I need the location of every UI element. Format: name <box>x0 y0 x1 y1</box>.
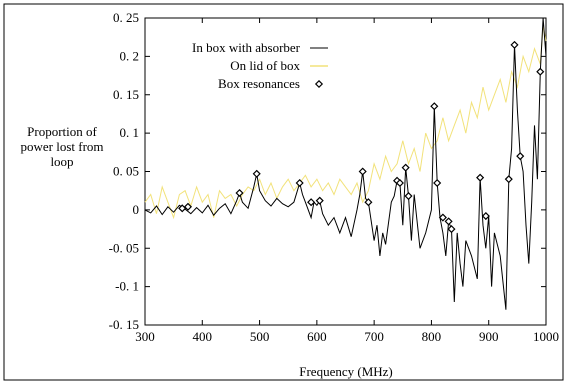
resonance-marker <box>252 169 261 178</box>
resonance-marker <box>516 152 525 161</box>
x-tick-label: 800 <box>422 329 442 344</box>
legend: In box with absorber On lid of box Box res… <box>192 40 328 91</box>
resonance-marker <box>395 178 404 188</box>
y-tick-label: 0. 25 <box>113 10 139 25</box>
resonance-marker <box>358 167 367 176</box>
resonance-marker <box>438 213 447 222</box>
resonance-marker <box>510 40 519 49</box>
y-tick-label: 0. 05 <box>113 164 139 179</box>
y-axis-label-line: Proportion of <box>27 124 97 139</box>
resonance-marker <box>481 211 490 221</box>
resonance-marker <box>183 202 193 211</box>
series-line-absorber <box>144 17 547 310</box>
x-tick-label: 900 <box>479 329 499 344</box>
resonance-marker <box>430 102 439 111</box>
legend-label: On lid of box <box>230 58 300 73</box>
resonance-marker <box>433 178 442 188</box>
y-tick-label: -0. 15 <box>109 317 139 332</box>
y-tick-label: 0. 15 <box>113 87 139 102</box>
resonance-marker <box>295 178 304 188</box>
y-axis-label-line: loop <box>50 154 73 169</box>
x-tick-label: 400 <box>193 329 213 344</box>
x-axis-label: Frequency (MHz) <box>299 364 393 379</box>
x-tick-label: 700 <box>364 329 384 344</box>
legend-swatch-resonance <box>314 79 324 89</box>
resonance-marker <box>476 173 485 182</box>
resonance-marker <box>401 163 410 172</box>
resonance-marker <box>504 175 513 184</box>
x-tick-label: 300 <box>135 329 155 344</box>
x-tick-label: 600 <box>307 329 327 344</box>
resonance-marker <box>404 192 413 201</box>
legend-label: In box with absorber <box>192 40 301 55</box>
y-tick-label: 0. 1 <box>120 125 140 140</box>
y-tick-label: 0. 2 <box>120 48 140 63</box>
y-axis-label-line: power lost from <box>20 139 103 154</box>
resonance-marker <box>315 196 324 205</box>
resonance-marker <box>235 188 244 198</box>
y-tick-label: -0. 05 <box>109 240 139 255</box>
x-tick-label: 1000 <box>533 329 559 344</box>
resonance-marker <box>447 225 456 234</box>
figure-border <box>3 3 564 381</box>
y-tick-label: -0. 1 <box>115 279 139 294</box>
plot-area: -0. 15 -0. 1 -0. 05 0 0. 05 0. 1 0. 15 0. 2 0. 2… <box>109 10 559 344</box>
y-tick-label: 0 <box>133 202 140 217</box>
resonance-marker <box>536 67 545 76</box>
legend-label: Box resonances <box>218 76 300 91</box>
resonance-marker <box>307 198 316 207</box>
resonance-marker <box>444 217 453 226</box>
resonance-marker <box>364 198 373 207</box>
x-tick-label: 500 <box>250 329 270 344</box>
resonance-marker <box>178 204 187 213</box>
